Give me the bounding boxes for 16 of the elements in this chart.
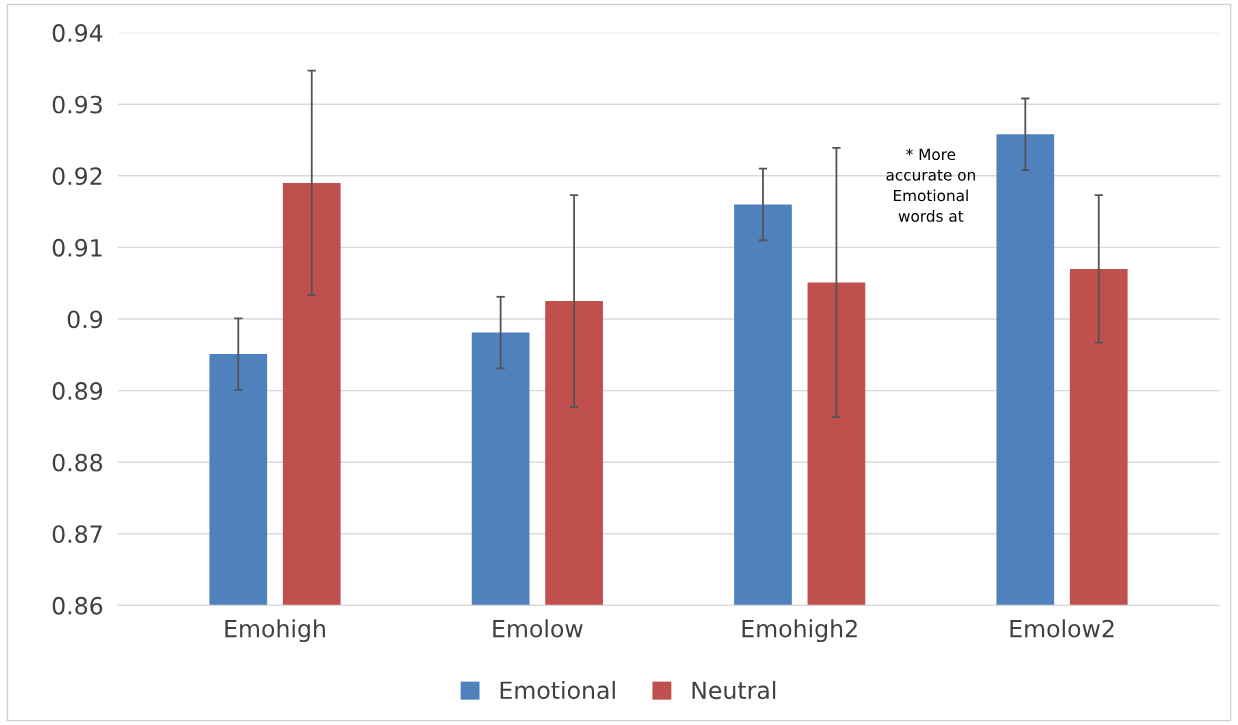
x-tick-label: Emolow2	[1010, 619, 1114, 638]
annotation: * More accurate on Emotional words at	[886, 148, 975, 222]
y-tick-label: 0.88	[52, 453, 103, 472]
legend-label: Neutral	[692, 680, 776, 700]
y-tick-label: 0.9	[67, 310, 103, 329]
y-tick-label: 0.94	[52, 24, 103, 42]
y-tick-label: 0.87	[52, 525, 102, 544]
x-tick-label: Emohigh2	[742, 619, 857, 643]
legend-label: Emotional	[500, 680, 615, 700]
y-tick-label: 0.86	[52, 596, 103, 615]
x-tick-label: Emohigh	[225, 619, 325, 643]
x-tick-label: Emolow	[493, 619, 583, 638]
y-tick-label: 0.92	[52, 167, 102, 186]
y-tick-label: 0.89	[52, 382, 103, 400]
y-tick-label: 0.93	[52, 95, 102, 114]
y-tick-label: 0.91	[52, 238, 102, 257]
